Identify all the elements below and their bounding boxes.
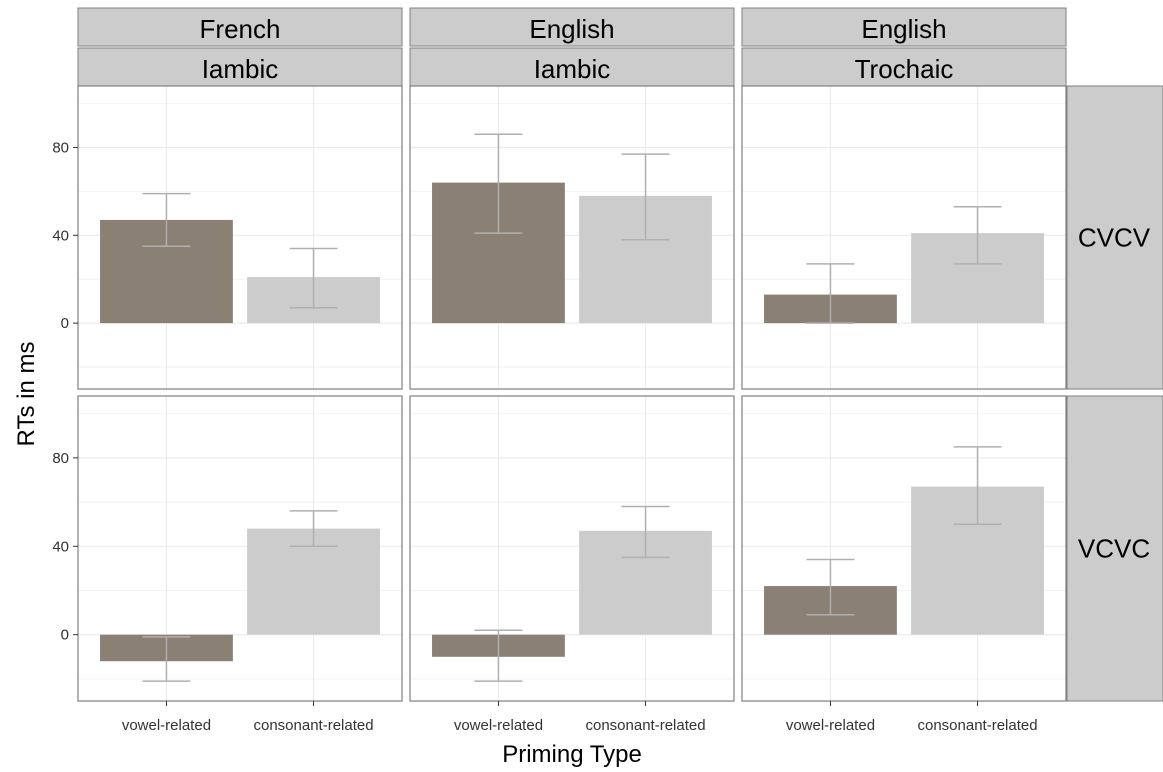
- panel-border-4: [409, 395, 735, 702]
- strip-label-top-2: English: [861, 14, 946, 44]
- strip-label-bottom-1: Iambic: [534, 54, 611, 84]
- strip-top-1: [409, 7, 735, 47]
- y-tick-label: 80: [52, 139, 69, 156]
- strip-top-0: [77, 7, 403, 47]
- x-axis-title: Priming Type: [502, 741, 642, 768]
- y-axis-title: RTs in ms: [13, 342, 40, 447]
- y-tick-label: 0: [61, 315, 69, 332]
- panel-border-0: [77, 85, 403, 390]
- row-strip-label-0: CVCV: [1078, 223, 1151, 253]
- strip-bottom-0: [77, 47, 403, 87]
- strip-label-bottom-0: Iambic: [202, 54, 279, 84]
- row-strip-0: [1066, 85, 1163, 390]
- x-tick-label: vowel-related: [122, 717, 211, 734]
- strip-bottom-2: [741, 47, 1067, 87]
- y-tick-label: 40: [52, 538, 69, 555]
- row-strip-label-1: VCVC: [1078, 534, 1150, 564]
- y-tick-label: 40: [52, 227, 69, 244]
- strip-bottom-1: [409, 47, 735, 87]
- strip-label-top-1: English: [529, 14, 614, 44]
- x-tick-label: consonant-related: [254, 717, 374, 734]
- x-tick-label: vowel-related: [454, 717, 543, 734]
- y-tick-label: 0: [61, 627, 69, 644]
- x-tick-label: consonant-related: [586, 717, 706, 734]
- strip-top-2: [741, 7, 1067, 47]
- y-tick-label: 80: [52, 450, 69, 467]
- x-tick-label: consonant-related: [918, 717, 1038, 734]
- panel-border-3: [77, 395, 403, 702]
- row-strip-1: [1066, 395, 1163, 702]
- panel-border-2: [741, 85, 1067, 390]
- strip-label-bottom-2: Trochaic: [855, 54, 954, 84]
- strip-label-top-0: French: [200, 14, 281, 44]
- panel-border-5: [741, 395, 1067, 702]
- x-tick-label: vowel-related: [786, 717, 875, 734]
- panel-border-1: [409, 85, 735, 390]
